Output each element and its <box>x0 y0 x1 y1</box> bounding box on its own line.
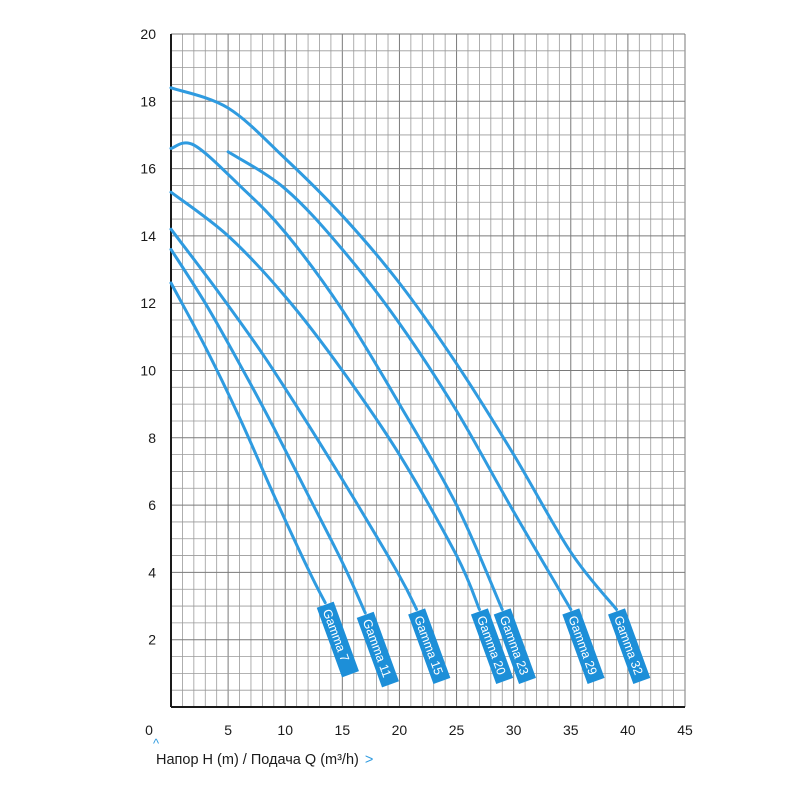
x-tick-label: 15 <box>335 722 351 738</box>
x-tick-label: 30 <box>506 722 522 738</box>
x-axis-label: Напор H (m) / Подача Q (m³/h) <box>156 752 359 768</box>
y-tick-label: 6 <box>148 497 156 513</box>
y-tick-label: 2 <box>148 632 156 648</box>
y-tick-label: 14 <box>140 228 156 244</box>
y-tick-label: 12 <box>140 295 156 311</box>
series-label-box <box>316 601 359 678</box>
series-label-box <box>408 608 451 685</box>
x-tick-label: 45 <box>677 722 693 738</box>
y-tick-label: 20 <box>140 26 156 42</box>
series-label-box <box>356 611 399 688</box>
y-tick-label: 8 <box>148 430 156 446</box>
series-label-box <box>608 608 651 685</box>
series-label-tag: Gamma 32 <box>608 608 651 685</box>
series-curves <box>169 86 618 615</box>
x-tick-label: 40 <box>620 722 636 738</box>
x-axis-caption: Напор H (m) / Подача Q (m³/h) > <box>156 752 373 768</box>
y-tick-label: 10 <box>140 363 156 379</box>
x-tick-label: 10 <box>277 722 293 738</box>
grid <box>170 33 686 708</box>
chevron-right-icon: > <box>364 752 374 768</box>
axes <box>170 34 685 708</box>
series-line <box>226 150 573 611</box>
tick-labels: 0 5 10 15 20 25 30 35 40 45 2 4 6 8 10 12 14 16 18 20 <box>140 26 693 738</box>
series-label-box <box>470 608 514 685</box>
series-line <box>169 86 618 611</box>
caret-up-icon: ^ <box>153 736 160 751</box>
series-label-text: Gamma 7 <box>320 607 352 663</box>
x-tick-label: 35 <box>563 722 579 738</box>
x-tick-label: 20 <box>392 722 408 738</box>
series-line <box>169 190 481 611</box>
series-label-tag: Gamma 15 <box>408 608 451 685</box>
series-line <box>169 281 327 605</box>
origin-tick-label: 0 <box>145 722 153 738</box>
series-label-box <box>562 608 605 685</box>
y-tick-label: 4 <box>148 564 156 580</box>
series-line <box>169 141 504 611</box>
series-label-box <box>493 608 536 685</box>
y-tick-label: 16 <box>140 161 156 177</box>
x-tick-label: 25 <box>449 722 465 738</box>
series-label-tag: Gamma 29 <box>562 608 605 685</box>
series-line <box>169 247 367 615</box>
series-line <box>169 227 419 611</box>
y-tick-label: 18 <box>140 93 156 109</box>
x-tick-label: 5 <box>224 722 232 738</box>
